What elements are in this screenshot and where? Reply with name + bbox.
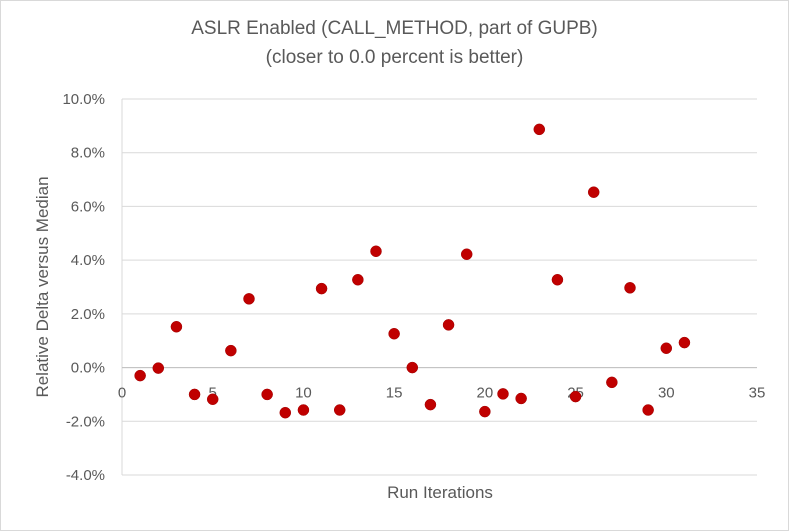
y-tick-label: -4.0%	[66, 467, 105, 484]
x-tick-label: 0	[118, 385, 126, 402]
data-point	[225, 344, 237, 357]
x-tick-label: 20	[477, 385, 494, 402]
data-point	[188, 388, 201, 401]
y-tick-labels: -4.0% -2.0% 0.0% 2.0% 4.0% 6.0% 8.0% 10.0%	[62, 91, 105, 484]
data-point	[642, 404, 654, 416]
y-tick-label: 4.0%	[71, 252, 105, 269]
data-points	[134, 123, 691, 419]
y-tick-label: -2.0%	[66, 413, 105, 430]
y-tick-label: 2.0%	[71, 306, 105, 323]
data-point	[243, 293, 255, 305]
x-tick-label: 5	[209, 385, 217, 402]
data-point	[352, 273, 364, 286]
y-tick-label: 6.0%	[71, 198, 105, 215]
y-tick-label: 0.0%	[71, 360, 105, 377]
data-point	[442, 319, 455, 331]
data-point	[424, 398, 437, 411]
x-tick-label: 15	[386, 385, 403, 402]
data-point	[333, 404, 346, 416]
data-point	[660, 342, 673, 354]
data-point	[460, 248, 473, 260]
data-point	[569, 390, 582, 403]
data-point	[206, 393, 219, 406]
data-point	[297, 404, 310, 416]
data-point	[279, 406, 292, 419]
data-point	[261, 388, 273, 401]
axes	[121, 99, 757, 475]
data-point	[678, 336, 691, 349]
data-point	[370, 245, 382, 258]
data-point	[315, 282, 328, 295]
y-axis-label: Relative Delta versus Median	[33, 176, 52, 397]
data-point	[152, 362, 165, 374]
x-tick-label: 10	[295, 385, 312, 402]
data-point	[497, 388, 509, 400]
data-point	[479, 405, 491, 418]
data-point	[587, 186, 600, 198]
data-point	[388, 327, 400, 340]
data-point	[606, 376, 618, 389]
data-point	[406, 361, 419, 374]
data-point	[624, 282, 636, 294]
y-tick-label: 10.0%	[62, 91, 105, 108]
data-point	[170, 320, 183, 333]
data-point	[551, 273, 564, 286]
chart-subtitle: (closer to 0.0 percent is better)	[265, 47, 524, 68]
data-point	[134, 369, 146, 382]
data-point	[533, 123, 546, 136]
chart-title: ASLR Enabled (CALL_METHOD, part of GUPB)	[191, 18, 598, 39]
gridlines	[122, 98, 757, 476]
x-tick-label: 35	[749, 385, 766, 402]
x-axis-label: Run Iterations	[387, 483, 493, 502]
y-tick-label: 8.0%	[71, 145, 105, 162]
x-tick-label: 30	[658, 385, 675, 402]
data-point	[515, 392, 527, 405]
